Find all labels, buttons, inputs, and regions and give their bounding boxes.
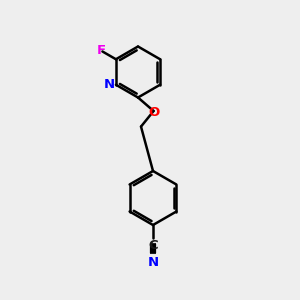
Text: O: O [149, 106, 160, 119]
Text: N: N [147, 256, 159, 268]
Text: C: C [148, 239, 158, 252]
Text: F: F [96, 44, 106, 57]
Text: N: N [104, 78, 115, 91]
